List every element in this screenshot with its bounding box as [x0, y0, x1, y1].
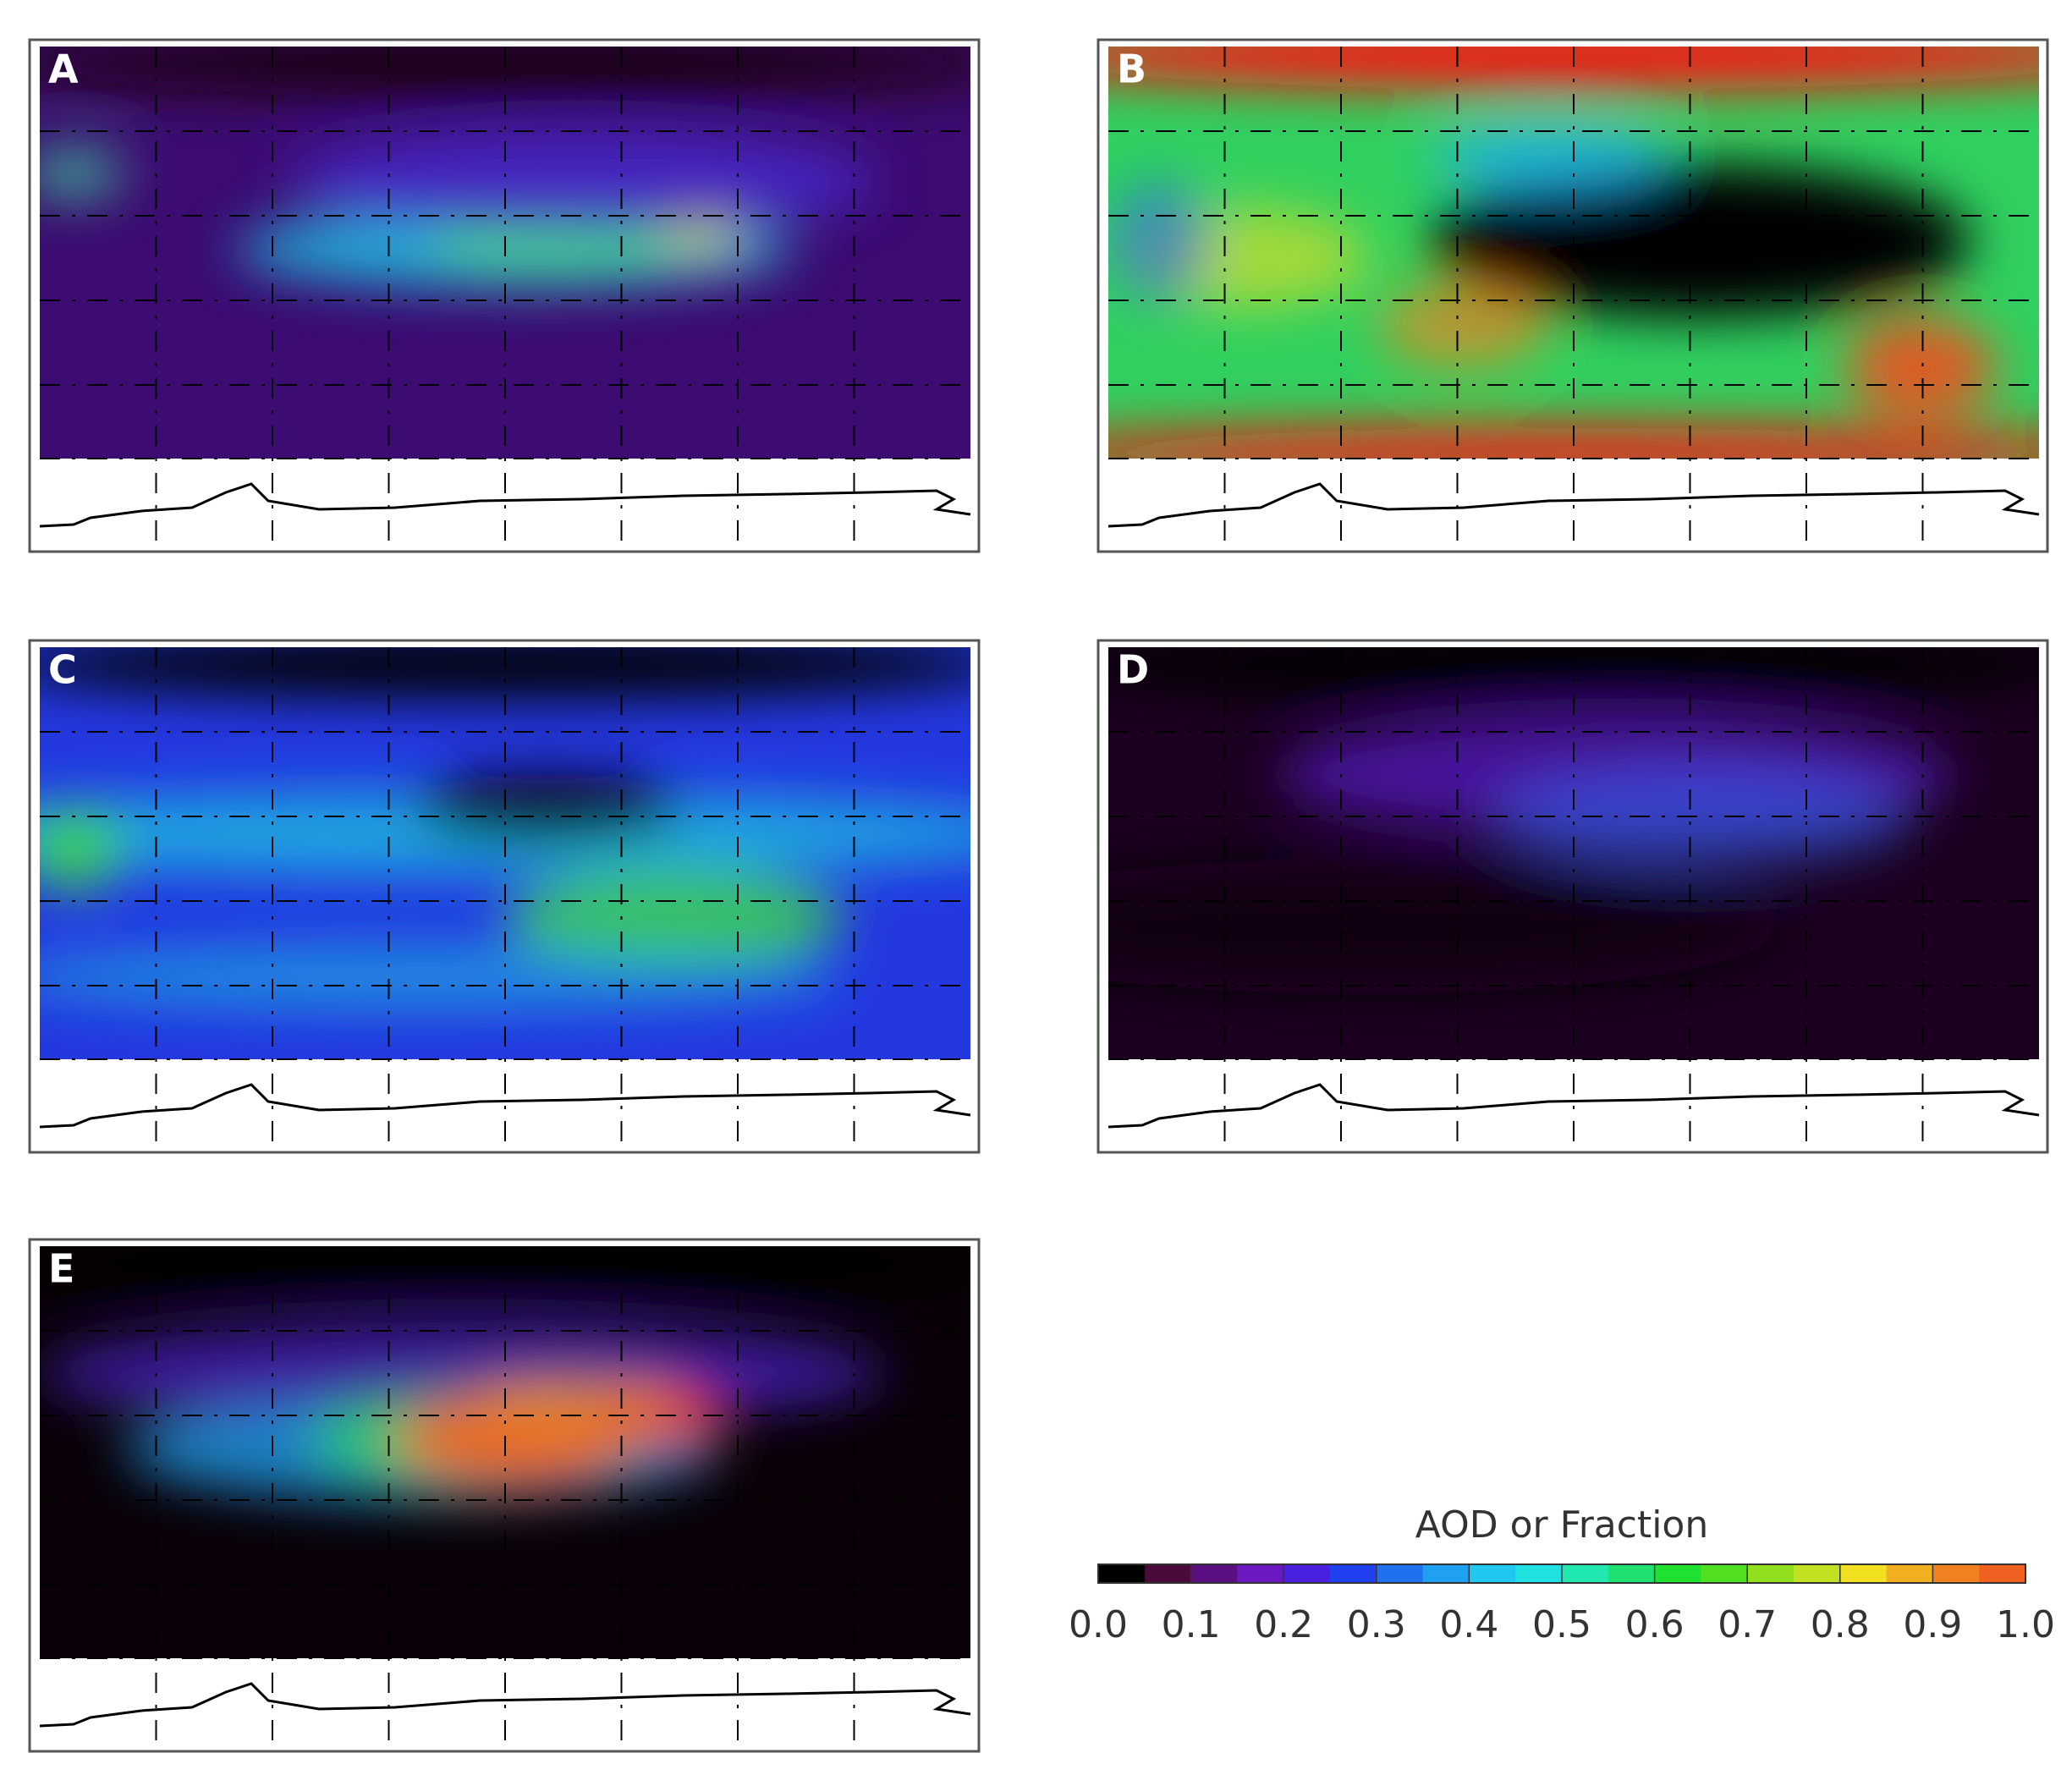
- colorbar-segment: [1562, 1564, 1609, 1583]
- antarctica-coast: [39, 1083, 971, 1129]
- field-region: [1379, 283, 1548, 368]
- field-region: [40, 148, 124, 199]
- map-grid: [40, 1246, 970, 1747]
- colorbar-segment: [1098, 1564, 1146, 1583]
- map-panel: D: [1096, 639, 2049, 1154]
- colorbar-segment: [1283, 1564, 1331, 1583]
- colorbar-tick-label: 0.1: [1162, 1603, 1221, 1646]
- colorbar-segment: [1932, 1564, 1980, 1583]
- field-region: [505, 867, 844, 969]
- colorbar-segment: [1979, 1564, 2026, 1583]
- colorbar-tick-label: 0.6: [1625, 1603, 1685, 1646]
- map-grid: [40, 47, 970, 547]
- colorbar-segment: [1608, 1564, 1656, 1583]
- map-grid: [1108, 647, 2039, 1148]
- field-region: [463, 1373, 683, 1424]
- colorbar-segment: [1469, 1564, 1516, 1583]
- colorbar-tick-label: 0.0: [1069, 1603, 1128, 1646]
- panel-label: D: [1117, 647, 1149, 693]
- field-region: [1108, 182, 1210, 300]
- map-grid: [1108, 47, 2039, 547]
- colorbar-tick-label: 0.7: [1718, 1603, 1777, 1646]
- colorbar-segment: [1330, 1564, 1377, 1583]
- antarctica-coast: [39, 1682, 971, 1728]
- map-area: [40, 647, 970, 1059]
- map-area: [1108, 647, 2039, 1059]
- map-field: [40, 47, 970, 288]
- colorbar-segment: [1839, 1564, 1888, 1583]
- colorbar-tick-label: 0.3: [1347, 1603, 1406, 1646]
- colorbar-segment: [1701, 1564, 1748, 1583]
- panel-label: E: [48, 1246, 74, 1292]
- antarctica-coast: [1107, 482, 2040, 528]
- map-area: [40, 1246, 970, 1658]
- colorbar-tick-label: 0.9: [1903, 1603, 1962, 1646]
- map-area: [40, 47, 970, 459]
- field-region: [285, 131, 877, 233]
- colorbar-segment: [1190, 1564, 1238, 1583]
- colorbar-segment: [1144, 1564, 1192, 1583]
- antarctica-coast: [39, 482, 971, 528]
- colorbar-title: AOD or Fraction: [1415, 1503, 1708, 1547]
- colorbar-segment: [1237, 1564, 1284, 1583]
- field-region: [1430, 123, 1667, 190]
- map-panel: C: [28, 639, 981, 1154]
- field-region: [40, 943, 844, 1011]
- panel-label: A: [48, 47, 79, 92]
- colorbar-tick-label: 0.8: [1811, 1603, 1870, 1646]
- colorbar-segment: [1376, 1564, 1424, 1583]
- map-panel: A: [28, 38, 981, 553]
- panel-label: C: [48, 647, 77, 693]
- field-region: [412, 774, 683, 842]
- panel-label: B: [1117, 47, 1146, 92]
- colorbar-segment: [1654, 1564, 1701, 1583]
- colorbar-segment: [1747, 1564, 1794, 1583]
- colorbar-segment: [1886, 1564, 1933, 1583]
- field-region: [40, 808, 124, 893]
- colorbar-segment: [1422, 1564, 1470, 1583]
- field-region: [1430, 165, 1971, 317]
- colorbar-segment: [1515, 1564, 1563, 1583]
- colorbar-segment: [1794, 1564, 1841, 1583]
- antarctica-coast: [1107, 1083, 2040, 1129]
- field-region: [1844, 317, 1997, 419]
- colorbar-tick-label: 1.0: [1996, 1603, 2055, 1646]
- colorbar-tick-label: 0.4: [1439, 1603, 1498, 1646]
- field-region: [1108, 859, 1785, 994]
- map-panel: E: [28, 1238, 981, 1753]
- colorbar-tick-label: 0.5: [1532, 1603, 1591, 1646]
- map-grid: [40, 647, 970, 1148]
- map-panel: B: [1096, 38, 2049, 553]
- colorbar-tick-label: 0.2: [1254, 1603, 1313, 1646]
